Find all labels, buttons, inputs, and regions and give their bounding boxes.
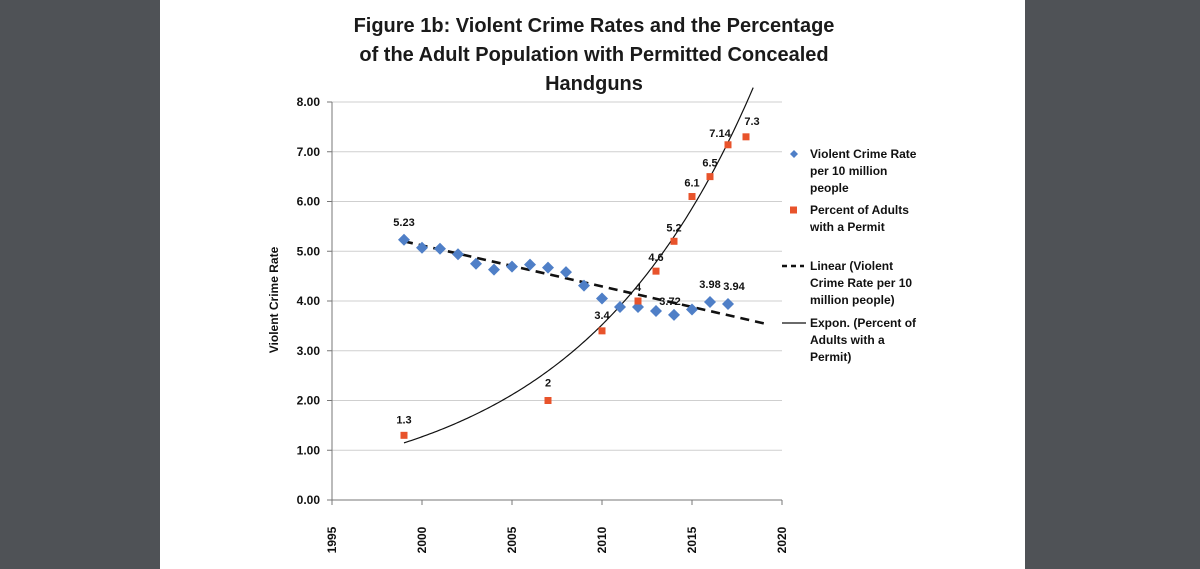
legend-label-line: Percent of Adults (810, 203, 909, 217)
legend-square-icon (790, 206, 797, 214)
permit-data-label: 6.5 (702, 158, 717, 170)
permit-data-label: 3.4 (594, 310, 610, 322)
crime-rate-point (452, 248, 464, 261)
y-tick-label: 0.00 (297, 493, 321, 507)
y-tick-label: 7.00 (297, 145, 321, 159)
crime-rate-point (434, 242, 446, 255)
permit-data-label: 5.2 (666, 222, 681, 234)
legend-label-line: Linear (Violent (810, 259, 893, 273)
legend-label-line: Permit) (810, 350, 851, 364)
crime-rate-point (596, 292, 608, 305)
permit-percent-point (742, 133, 750, 141)
permit-data-label: 2 (545, 378, 551, 390)
crime-rate-point (614, 300, 626, 313)
permit-percent-point (652, 267, 660, 275)
permit-percent-point (400, 431, 408, 439)
legend: Violent Crime Rate per 10 million people Pe… (782, 147, 917, 364)
legend-label-line: Adults with a (810, 333, 885, 347)
permit-data-label: 7.14 (709, 128, 731, 140)
crime-rate-point (542, 261, 554, 274)
crime-rate-data-label: 3.72 (659, 296, 680, 308)
y-axis-label: Violent Crime Rate (267, 246, 281, 353)
chart-title: Figure 1b: Violent Crime Rates and the P… (354, 15, 835, 95)
legend-label-line: per 10 million (810, 164, 887, 178)
y-tick-label: 4.00 (297, 294, 321, 308)
permit-percent-point (544, 397, 552, 404)
permit-percent-point (670, 237, 678, 245)
x-tick-label: 2020 (775, 526, 789, 553)
permit-data-label: 6.1 (684, 178, 699, 190)
crime-rate-point (578, 279, 590, 292)
crime-rate-point (524, 258, 536, 271)
gridlines (332, 101, 782, 451)
x-tick-label: 2000 (415, 526, 429, 553)
permit-percent-point (634, 297, 642, 305)
permit-data-label: 1.3 (396, 414, 411, 426)
crime-rate-point (722, 297, 734, 310)
crime-rate-point (488, 263, 500, 276)
y-tick-label: 8.00 (297, 95, 321, 109)
crime-rate-point (668, 308, 680, 321)
chart-title-line-2: of the Adult Population with Permitted C… (359, 44, 828, 66)
permit-percent-point (706, 173, 714, 181)
legend-label-line: million people) (810, 293, 895, 307)
crime-rate-data-label: 5.23 (393, 217, 414, 229)
crime-rate-point (470, 257, 482, 270)
crime-rate-point (398, 233, 410, 246)
y-tick-label: 1.00 (297, 443, 321, 457)
legend-diamond-icon (790, 150, 798, 158)
trendlines (403, 87, 765, 444)
crime-rate-point (704, 295, 716, 308)
legend-label-line: people (810, 181, 849, 195)
permit-percent-point (724, 141, 732, 149)
crime-rate-point (416, 241, 428, 254)
trendline-exponential (403, 87, 754, 444)
permit-percent-point (688, 193, 696, 201)
crime-rate-point (560, 266, 572, 279)
permit-data-label: 4.6 (648, 252, 663, 264)
legend-label-line: Expon. (Percent of (810, 316, 917, 330)
legend-label-line: Crime Rate per 10 (810, 276, 912, 290)
crime-rate-data-label: 3.94 (723, 281, 745, 293)
axes: 0.00 1.00 2.00 3.00 4.00 5.00 6.00 7.00 8.00 1995… (297, 95, 789, 553)
document-page: Figure 1b: Violent Crime Rates and the P… (160, 0, 1025, 569)
data-labels: 5.23 3.72 3.98 3.94 1.3 2 3.4 4 4.6 5.2 6.16.5 7.14… (393, 116, 759, 427)
y-tick-label: 3.00 (297, 344, 321, 358)
legend-label-line: with a Permit (809, 220, 885, 234)
x-tick-label: 2010 (595, 526, 609, 553)
permit-data-label: 7.3 (744, 116, 759, 128)
x-tick-label: 2015 (685, 526, 699, 553)
crime-rate-point (650, 304, 662, 317)
legend-label-line: Violent Crime Rate (810, 147, 917, 161)
chart-title-line-3: Handguns (545, 73, 643, 95)
permit-percent-point (598, 327, 606, 335)
chart: Figure 1b: Violent Crime Rates and the P… (267, 15, 917, 553)
y-tick-label: 6.00 (297, 195, 321, 209)
x-tick-label: 2005 (505, 526, 519, 553)
y-tick-label: 5.00 (297, 244, 321, 258)
x-tick-label: 1995 (325, 526, 339, 553)
crime-rate-point (506, 260, 518, 273)
chart-title-line-1: Figure 1b: Violent Crime Rates and the P… (354, 15, 835, 37)
crime-rate-data-label: 3.98 (699, 279, 720, 291)
crime-rate-point (686, 303, 698, 316)
y-tick-label: 2.00 (297, 394, 321, 408)
permit-data-label: 4 (635, 282, 642, 294)
data-marks (398, 133, 750, 439)
